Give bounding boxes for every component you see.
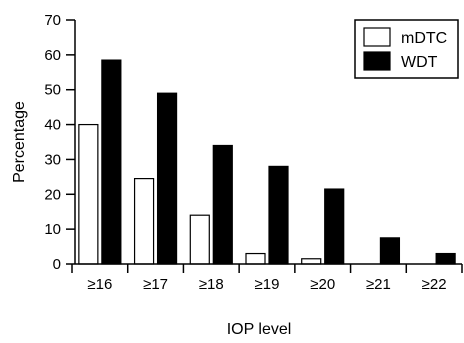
y-tick-label: 30 [44,151,61,168]
x-axis: ≥16 ≥17 ≥18 ≥19 ≥20 ≥21 ≥22 [71,263,463,293]
x-axis-title: IOP level [227,321,292,338]
y-tick-label: 60 [44,47,61,64]
bar-wdt-5 [379,237,401,265]
bar-wdt-1 [156,92,178,265]
y-tick-label: 20 [44,186,61,203]
bar-wdt-2 [212,144,233,265]
bar-wdt-0 [101,59,122,265]
legend-label-wdt: WDT [401,54,438,71]
legend-label-mdtc: mDTC [401,30,447,47]
bar-mdtc-1 [133,178,155,265]
y-tick-label: 40 [44,117,61,134]
x-tick-label: ≥18 [199,276,224,293]
legend-swatch-wdt [363,51,391,71]
legend-swatch-mdtc [363,27,391,47]
y-tick-label: 70 [44,12,61,29]
x-tick-label: ≥20 [310,276,335,293]
bar-mdtc-0 [78,123,99,265]
bar-mdtc-3 [245,252,266,265]
plot-area [78,59,456,265]
y-axis: 0 10 20 30 40 50 60 70 [44,12,76,273]
legend: mDTC WDT [354,19,459,79]
bar-wdt-6 [435,252,456,265]
x-tick-label: ≥17 [143,276,168,293]
y-tick-label: 10 [44,221,61,238]
y-axis-title: Percentage [11,101,28,183]
bar-wdt-3 [268,165,289,265]
x-tick-label: ≥22 [422,276,447,293]
y-tick-label: 50 [44,82,61,99]
bar-mdtc-4 [301,258,322,265]
bar-wdt-4 [324,188,345,265]
x-tick-label: ≥19 [255,276,280,293]
y-tick-label: 0 [53,256,61,273]
bar-mdtc-2 [189,214,210,265]
x-tick-label: ≥16 [87,276,112,293]
x-tick-label: ≥21 [366,276,391,293]
